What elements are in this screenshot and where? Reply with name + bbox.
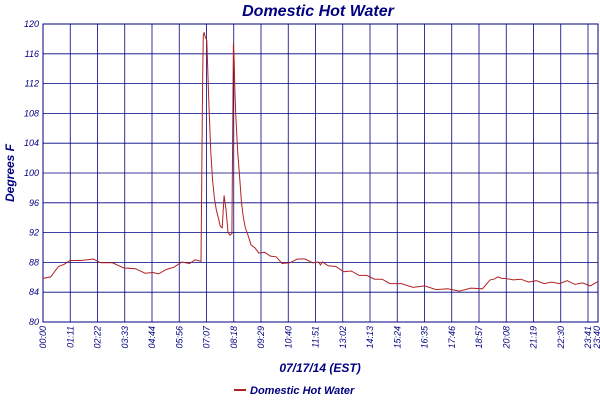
x-tick-label: 18:57: [474, 325, 484, 349]
x-tick-label: 17:46: [447, 326, 457, 349]
x-tick-label: 03:33: [120, 326, 130, 349]
x-tick-label: 04:44: [147, 326, 157, 349]
x-tick-label: 07:07: [202, 325, 212, 349]
x-tick-label: 20:08: [501, 326, 511, 350]
x-axis-ticks: 00:00 01:11 02:22 03:33 04:44 05:56 07:07 08:18…: [38, 325, 600, 350]
legend-label: Domestic Hot Water: [250, 385, 355, 397]
x-tick-label: 23:40: [592, 326, 600, 350]
y-tick-label: 84: [29, 287, 39, 297]
grid-lines: [43, 23, 598, 323]
x-tick-label: 22:30: [556, 326, 566, 350]
y-tick-label: 92: [29, 228, 39, 238]
x-tick-label: 00:00: [38, 326, 48, 349]
x-tick-label: 08:18: [229, 326, 239, 349]
x-tick-label: 21:19: [529, 326, 539, 350]
x-tick-label: 10:40: [283, 326, 293, 349]
chart-title: Domestic Hot Water: [242, 3, 395, 20]
y-axis-ticks: 80 84 88 92 96 100 104 108 112 116 120: [24, 19, 39, 327]
y-tick-label: 80: [29, 317, 39, 327]
y-tick-label: 100: [24, 168, 39, 178]
y-tick-label: 108: [24, 108, 39, 118]
y-tick-label: 96: [29, 198, 39, 208]
x-tick-label: 11:51: [311, 326, 321, 348]
y-tick-label: 112: [25, 79, 39, 89]
x-tick-label: 15:24: [392, 326, 402, 349]
y-tick-label: 88: [29, 257, 39, 267]
y-tick-label: 104: [24, 138, 39, 148]
y-axis-label: Degrees F: [3, 143, 17, 202]
series-line-domestic-hot-water: [42, 32, 599, 292]
x-tick-label: 13:02: [338, 326, 348, 349]
y-tick-label: 116: [25, 49, 39, 59]
x-tick-label: 02:22: [93, 326, 103, 349]
x-tick-label: 01:11: [65, 326, 75, 348]
legend: Domestic Hot Water: [234, 385, 355, 397]
x-tick-label: 09:29: [256, 326, 266, 349]
y-tick-label: 120: [24, 19, 39, 29]
x-tick-label: 14:13: [365, 326, 375, 349]
x-axis-label: 07/17/14 (EST): [279, 361, 360, 375]
x-tick-label: 16:35: [420, 325, 430, 349]
x-tick-label: 05:56: [174, 326, 184, 349]
x-tick-label: 23:41: [583, 326, 593, 350]
